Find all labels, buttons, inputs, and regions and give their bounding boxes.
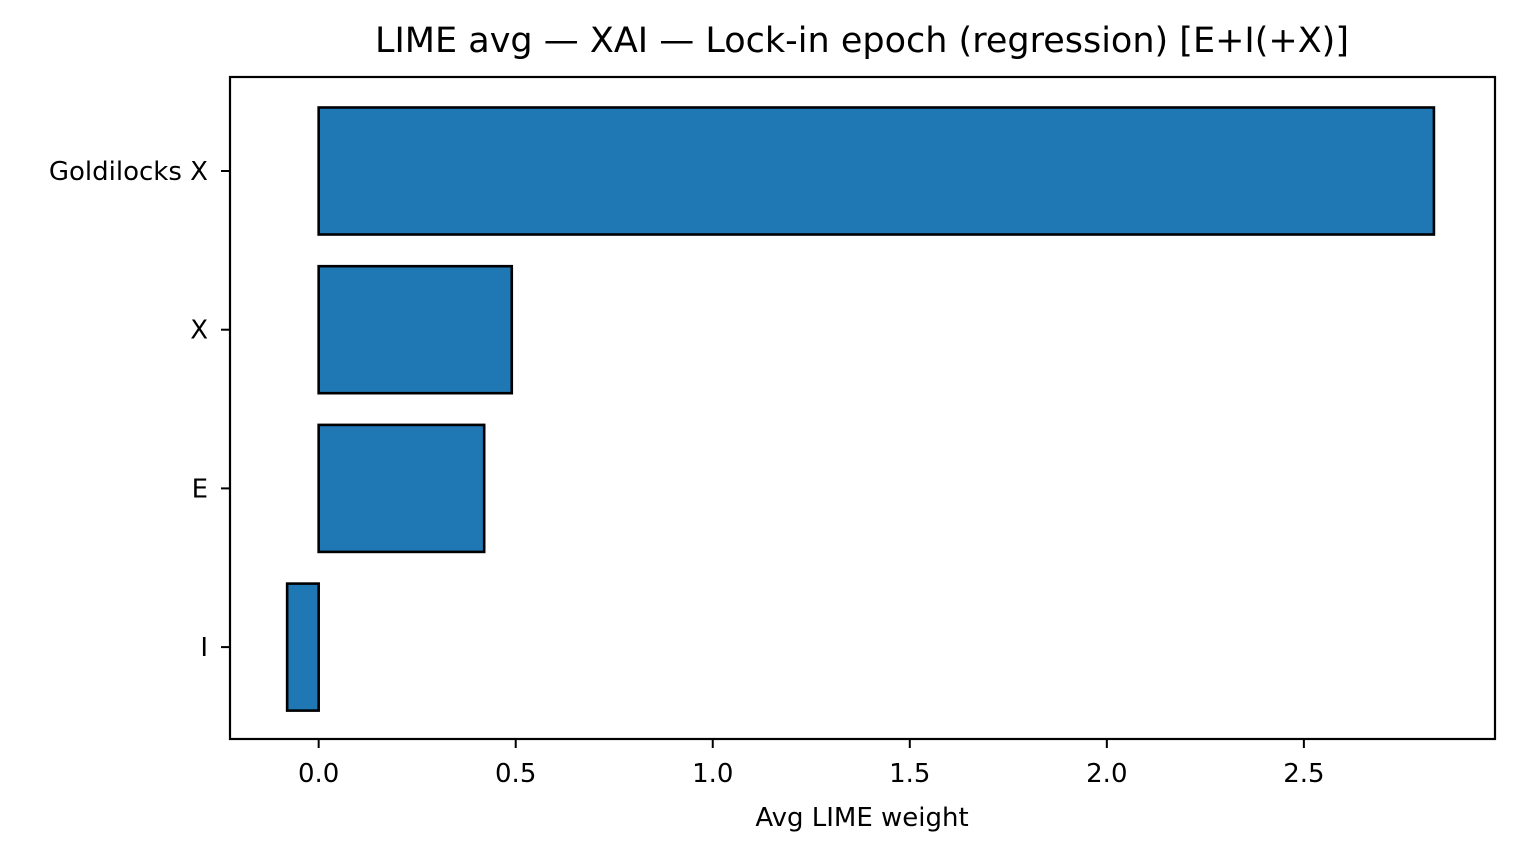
y-tick-label: Goldilocks X (49, 157, 208, 187)
x-tick-label: 2.5 (1283, 759, 1324, 789)
plot-area-frame (228, 75, 1497, 741)
x-tick-label: 0.5 (495, 759, 536, 789)
bar-goldilocks-x (317, 106, 1436, 236)
bar-i (285, 582, 320, 712)
y-axis-ticks: Goldilocks X X E I (49, 157, 230, 663)
bar-x (317, 264, 514, 395)
x-axis-label: Avg LIME weight (755, 803, 968, 833)
x-tick-label: 1.0 (692, 759, 733, 789)
y-tick-label: I (200, 633, 208, 663)
x-tick-label: 0.0 (298, 759, 339, 789)
y-tick-label: X (190, 316, 208, 346)
bars-group (285, 106, 1436, 712)
x-tick-label: 1.5 (889, 759, 930, 789)
x-tick-label: 2.0 (1086, 759, 1127, 789)
chart-title: LIME avg — XAI — Lock-in epoch (regressi… (375, 21, 1349, 61)
x-axis-ticks: 0.0 0.5 1.0 1.5 2.0 2.5 (298, 739, 1325, 789)
y-tick-label: E (192, 474, 208, 504)
bar-e (317, 423, 486, 554)
